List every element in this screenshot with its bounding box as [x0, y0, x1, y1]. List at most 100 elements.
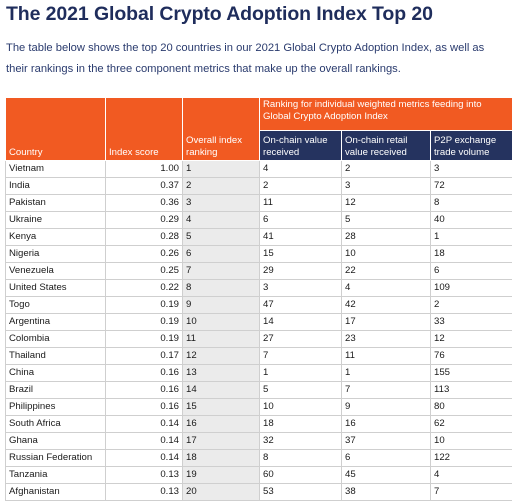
country-cell: Tanzania	[6, 467, 106, 484]
index-score-cell: 0.16	[106, 382, 183, 399]
onchain-retail-rank-cell: 16	[342, 416, 431, 433]
header-country: Country	[6, 98, 106, 161]
onchain-retail-rank-cell: 28	[342, 229, 431, 246]
onchain-value-rank-cell: 47	[260, 297, 342, 314]
onchain-value-rank-cell: 15	[260, 246, 342, 263]
overall-ranking-cell: 11	[183, 331, 260, 348]
onchain-retail-rank-cell: 22	[342, 263, 431, 280]
p2p-volume-rank-cell: 72	[431, 178, 512, 195]
onchain-value-rank-cell: 6	[260, 212, 342, 229]
country-cell: Russian Federation	[6, 450, 106, 467]
index-score-cell: 0.22	[106, 280, 183, 297]
overall-ranking-cell: 18	[183, 450, 260, 467]
onchain-value-rank-cell: 32	[260, 433, 342, 450]
country-cell: India	[6, 178, 106, 195]
onchain-value-rank-cell: 8	[260, 450, 342, 467]
overall-ranking-cell: 20	[183, 484, 260, 501]
onchain-retail-rank-cell: 2	[342, 161, 431, 178]
index-score-cell: 0.17	[106, 348, 183, 365]
index-score-cell: 0.19	[106, 331, 183, 348]
p2p-volume-rank-cell: 33	[431, 314, 512, 331]
country-cell: Philippines	[6, 399, 106, 416]
onchain-retail-rank-cell: 11	[342, 348, 431, 365]
p2p-volume-rank-cell: 10	[431, 433, 512, 450]
overall-ranking-cell: 8	[183, 280, 260, 297]
p2p-volume-rank-cell: 62	[431, 416, 512, 433]
onchain-value-rank-cell: 4	[260, 161, 342, 178]
country-cell: Brazil	[6, 382, 106, 399]
onchain-value-rank-cell: 14	[260, 314, 342, 331]
overall-ranking-cell: 17	[183, 433, 260, 450]
onchain-retail-rank-cell: 45	[342, 467, 431, 484]
onchain-value-rank-cell: 10	[260, 399, 342, 416]
onchain-retail-rank-cell: 9	[342, 399, 431, 416]
overall-ranking-cell: 5	[183, 229, 260, 246]
overall-ranking-cell: 6	[183, 246, 260, 263]
overall-ranking-cell: 10	[183, 314, 260, 331]
index-score-cell: 0.36	[106, 195, 183, 212]
onchain-value-rank-cell: 53	[260, 484, 342, 501]
header-index-score: Index score	[106, 98, 183, 161]
country-cell: Nigeria	[6, 246, 106, 263]
onchain-retail-rank-cell: 38	[342, 484, 431, 501]
onchain-retail-rank-cell: 37	[342, 433, 431, 450]
p2p-volume-rank-cell: 3	[431, 161, 512, 178]
country-cell: Argentina	[6, 314, 106, 331]
country-cell: Thailand	[6, 348, 106, 365]
country-cell: Pakistan	[6, 195, 106, 212]
p2p-volume-rank-cell: 155	[431, 365, 512, 382]
onchain-value-rank-cell: 3	[260, 280, 342, 297]
p2p-volume-rank-cell: 122	[431, 450, 512, 467]
onchain-value-rank-cell: 2	[260, 178, 342, 195]
country-cell: Kenya	[6, 229, 106, 246]
index-score-cell: 0.37	[106, 178, 183, 195]
onchain-value-rank-cell: 29	[260, 263, 342, 280]
index-score-cell: 0.26	[106, 246, 183, 263]
p2p-volume-rank-cell: 18	[431, 246, 512, 263]
header-onchain-retail: On-chain retail value received	[342, 131, 431, 161]
header-overall-ranking: Overall index ranking	[183, 98, 260, 161]
overall-ranking-cell: 13	[183, 365, 260, 382]
index-score-cell: 0.13	[106, 484, 183, 501]
country-cell: Ukraine	[6, 212, 106, 229]
overall-ranking-cell: 19	[183, 467, 260, 484]
onchain-retail-rank-cell: 7	[342, 382, 431, 399]
overall-ranking-cell: 15	[183, 399, 260, 416]
index-score-cell: 0.29	[106, 212, 183, 229]
page-title: The 2021 Global Crypto Adoption Index To…	[6, 3, 433, 26]
overall-ranking-cell: 7	[183, 263, 260, 280]
onchain-value-rank-cell: 60	[260, 467, 342, 484]
onchain-value-rank-cell: 1	[260, 365, 342, 382]
onchain-retail-rank-cell: 42	[342, 297, 431, 314]
onchain-value-rank-cell: 7	[260, 348, 342, 365]
index-score-cell: 0.13	[106, 467, 183, 484]
index-score-cell: 0.14	[106, 433, 183, 450]
onchain-value-rank-cell: 11	[260, 195, 342, 212]
p2p-volume-rank-cell: 8	[431, 195, 512, 212]
p2p-volume-rank-cell: 80	[431, 399, 512, 416]
p2p-volume-rank-cell: 7	[431, 484, 512, 501]
onchain-retail-rank-cell: 3	[342, 178, 431, 195]
overall-ranking-cell: 16	[183, 416, 260, 433]
country-cell: Ghana	[6, 433, 106, 450]
overall-ranking-cell: 9	[183, 297, 260, 314]
index-score-cell: 0.28	[106, 229, 183, 246]
onchain-value-rank-cell: 27	[260, 331, 342, 348]
p2p-volume-rank-cell: 40	[431, 212, 512, 229]
country-cell: Venezuela	[6, 263, 106, 280]
onchain-value-rank-cell: 18	[260, 416, 342, 433]
p2p-volume-rank-cell: 76	[431, 348, 512, 365]
p2p-volume-rank-cell: 1	[431, 229, 512, 246]
onchain-retail-rank-cell: 12	[342, 195, 431, 212]
